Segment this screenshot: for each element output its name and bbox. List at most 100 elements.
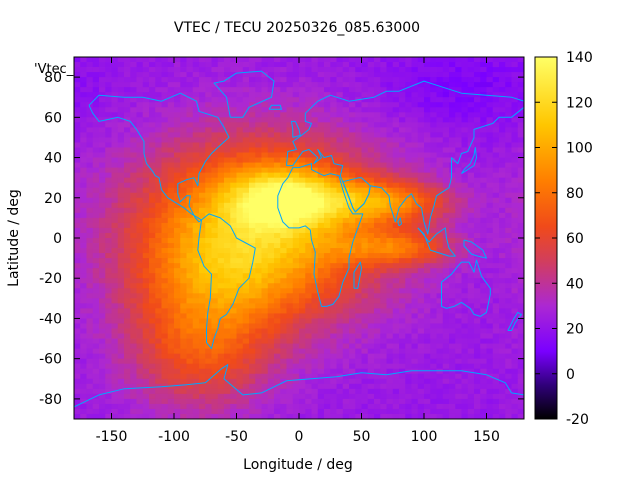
heatmap-cell — [286, 177, 294, 184]
heatmap-cell — [424, 102, 431, 108]
heatmap-cell — [317, 102, 325, 108]
heatmap-cell — [249, 258, 256, 264]
heatmap-cell — [255, 197, 262, 204]
heatmap-cell — [230, 152, 237, 158]
heatmap-cell — [186, 137, 194, 143]
heatmap-cell — [142, 398, 150, 405]
heatmap-cell — [499, 97, 506, 103]
heatmap-cell — [505, 207, 512, 214]
heatmap-cell — [505, 323, 512, 329]
heatmap-cell — [280, 132, 287, 138]
heatmap-cell — [142, 238, 150, 244]
heatmap-cell — [167, 303, 175, 309]
heatmap-cell — [142, 378, 150, 385]
heatmap-cell — [342, 268, 350, 274]
heatmap-cell — [417, 323, 425, 329]
heatmap-cell — [449, 293, 456, 299]
heatmap-cell — [211, 278, 219, 284]
heatmap-cell — [311, 328, 319, 334]
heatmap-cell — [136, 137, 144, 143]
heatmap-cell — [517, 192, 524, 199]
heatmap-cell — [442, 112, 450, 118]
heatmap-cell — [167, 207, 175, 214]
heatmap-cell — [399, 217, 406, 224]
heatmap-cell — [436, 187, 444, 194]
heatmap-cell — [92, 137, 100, 143]
heatmap-cell — [380, 57, 387, 63]
heatmap-cell — [117, 57, 125, 63]
heatmap-cell — [317, 308, 325, 314]
heatmap-cell — [517, 338, 524, 344]
heatmap-cell — [330, 177, 337, 184]
heatmap-cell — [505, 87, 512, 93]
heatmap-cell — [242, 142, 250, 148]
heatmap-cell — [317, 248, 325, 254]
heatmap-cell — [299, 202, 306, 209]
heatmap-cell — [149, 92, 156, 98]
heatmap-cell — [336, 117, 344, 123]
heatmap-cell — [111, 368, 119, 375]
heatmap-cell — [505, 248, 512, 254]
heatmap-cell — [486, 217, 494, 224]
heatmap-cell — [142, 57, 150, 63]
heatmap-cell — [461, 82, 469, 88]
heatmap-cell — [455, 152, 462, 158]
heatmap-cell — [130, 388, 137, 395]
heatmap-cell — [186, 268, 194, 274]
heatmap-cell — [455, 238, 462, 244]
heatmap-cell — [417, 388, 425, 395]
heatmap-cell — [367, 283, 375, 289]
heatmap-cell — [230, 67, 237, 73]
heatmap-cell — [424, 167, 431, 174]
heatmap-cell — [355, 57, 362, 63]
heatmap-cell — [167, 398, 175, 405]
heatmap-cell — [205, 403, 212, 410]
heatmap-cell — [186, 313, 194, 319]
heatmap-cell — [255, 338, 262, 344]
heatmap-cell — [442, 87, 450, 93]
heatmap-cell — [192, 263, 200, 269]
heatmap-cell — [161, 388, 169, 395]
heatmap-cell — [511, 222, 519, 229]
heatmap-cell — [99, 278, 106, 284]
heatmap-cell — [236, 393, 244, 400]
heatmap-cell — [211, 192, 219, 199]
heatmap-cell — [324, 328, 331, 334]
heatmap-cell — [430, 192, 437, 199]
heatmap-cell — [417, 122, 425, 128]
heatmap-cell — [249, 172, 256, 179]
heatmap-cell — [117, 132, 125, 138]
heatmap-cell — [249, 107, 256, 113]
heatmap-cell — [274, 388, 281, 395]
heatmap-cell — [136, 388, 144, 395]
heatmap-cell — [274, 107, 281, 113]
heatmap-cell — [130, 313, 137, 319]
heatmap-cell — [249, 253, 256, 259]
heatmap-cell — [330, 137, 337, 143]
heatmap-cell — [136, 333, 144, 339]
heatmap-cell — [111, 172, 119, 179]
heatmap-cell — [180, 293, 187, 299]
heatmap-cell — [286, 323, 294, 329]
heatmap-cell — [105, 217, 112, 224]
heatmap-cell — [292, 273, 300, 279]
heatmap-cell — [442, 142, 450, 148]
heatmap-cell — [174, 107, 181, 113]
heatmap-cell — [505, 298, 512, 304]
heatmap-cell — [324, 122, 331, 128]
heatmap-cell — [461, 107, 469, 113]
heatmap-cell — [474, 77, 481, 83]
heatmap-cell — [267, 142, 275, 148]
heatmap-cell — [492, 107, 500, 113]
heatmap-cell — [117, 232, 125, 239]
heatmap-cell — [292, 147, 300, 153]
heatmap-cell — [155, 258, 162, 264]
heatmap-cell — [442, 253, 450, 259]
heatmap-cell — [299, 258, 306, 264]
heatmap-cell — [230, 283, 237, 289]
heatmap-cell — [299, 328, 306, 334]
heatmap-cell — [305, 67, 312, 73]
heatmap-cell — [317, 162, 325, 169]
heatmap-cell — [174, 388, 181, 395]
heatmap-cell — [305, 177, 312, 184]
